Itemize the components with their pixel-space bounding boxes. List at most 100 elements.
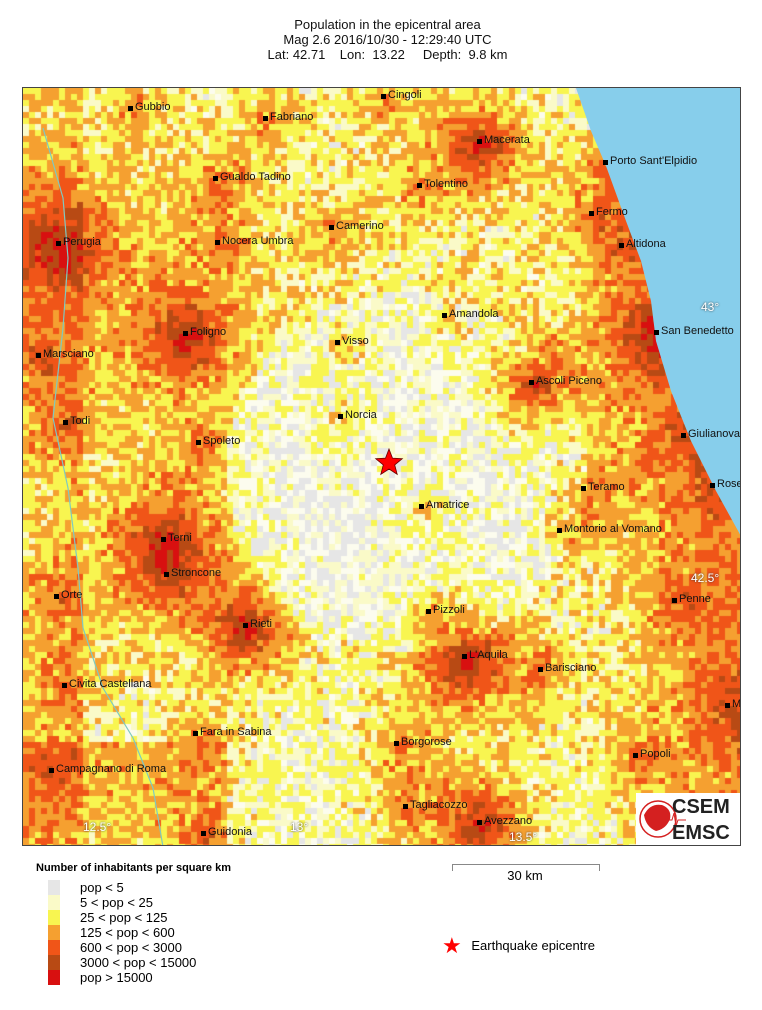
city-label: Amatrice xyxy=(419,499,469,511)
city-marker-icon xyxy=(49,768,54,773)
city-marker-icon xyxy=(213,176,218,181)
city-name: Camerino xyxy=(336,220,384,232)
graticule-label: 12.5° xyxy=(83,820,112,834)
city-name: Norcia xyxy=(345,409,377,421)
city-name: Altidona xyxy=(626,238,666,250)
legend-swatch xyxy=(48,880,60,895)
legend-swatch xyxy=(48,895,60,910)
city-marker-icon xyxy=(394,741,399,746)
city-name: Perugia xyxy=(63,236,101,248)
city-label: Todi xyxy=(63,415,90,427)
city-marker-icon xyxy=(338,414,343,419)
city-label: Foligno xyxy=(183,326,226,338)
legend-swatch xyxy=(48,970,60,985)
city-name: Rieti xyxy=(250,618,273,630)
city-label: Perugia xyxy=(56,236,101,248)
city-label: Ma xyxy=(725,698,740,710)
city-label: Camerino xyxy=(329,220,384,232)
city-name: Foligno xyxy=(190,326,227,338)
city-label: Teramo xyxy=(581,481,625,493)
city-marker-icon xyxy=(56,241,61,246)
city-name: Pizzoli xyxy=(433,604,465,616)
city-name: Spoleto xyxy=(203,435,241,447)
city-marker-icon xyxy=(36,353,41,358)
city-label: Cingoli xyxy=(381,89,422,101)
city-marker-icon xyxy=(263,116,268,121)
city-name: Guidonia xyxy=(208,826,253,838)
city-marker-icon xyxy=(477,820,482,825)
city-marker-icon xyxy=(442,313,447,318)
city-label: Pizzoli xyxy=(426,604,465,616)
city-label: Fara in Sabina xyxy=(193,726,272,738)
city-marker-icon xyxy=(161,537,166,542)
city-name: Montorio al Vomano xyxy=(564,523,662,535)
city-name: Tagliacozzo xyxy=(410,799,468,811)
city-marker-icon xyxy=(538,667,543,672)
city-label: Tolentino xyxy=(417,178,468,190)
legend-swatch xyxy=(48,940,60,955)
city-marker-icon xyxy=(557,528,562,533)
city-marker-icon xyxy=(725,703,730,708)
city-label: Spoleto xyxy=(196,435,240,447)
epicentre-legend-label: Earthquake epicentre xyxy=(471,938,595,953)
svg-text:CSEM: CSEM xyxy=(672,796,730,818)
epicentre-star-icon xyxy=(374,447,404,476)
city-label: Rieti xyxy=(243,618,272,630)
city-name: Fermo xyxy=(596,206,628,218)
city-marker-icon xyxy=(329,225,334,230)
city-name: Todi xyxy=(70,415,91,427)
city-label: L'Aquila xyxy=(462,649,508,661)
graticule-label: 42.5° xyxy=(691,571,720,585)
city-label: Rose xyxy=(710,478,740,490)
city-marker-icon xyxy=(183,331,188,336)
city-marker-icon xyxy=(462,654,467,659)
city-marker-icon xyxy=(62,683,67,688)
river xyxy=(42,127,164,845)
city-label: Gubbio xyxy=(128,101,170,113)
svg-text:EMSC: EMSC xyxy=(672,822,730,844)
population-map: Gubbio Fabriano Cingoli Macerata Porto Sant'… xyxy=(22,87,741,846)
city-label: Ascoli Piceno xyxy=(529,375,602,387)
city-label: Guidonia xyxy=(201,826,252,838)
city-marker-icon xyxy=(633,753,638,758)
city-marker-icon xyxy=(681,433,686,438)
city-label: Porto Sant'Elpidio xyxy=(603,155,697,167)
city-marker-icon xyxy=(589,211,594,216)
city-label: Fermo xyxy=(589,206,628,218)
city-label: Avezzano xyxy=(477,815,532,827)
city-marker-icon xyxy=(619,243,624,248)
city-marker-icon xyxy=(335,340,340,345)
city-name: Fara in Sabina xyxy=(200,726,272,738)
city-name: Popoli xyxy=(640,748,671,760)
legend-label: pop < 5 xyxy=(80,880,124,895)
legend-title: Number of inhabitants per square km xyxy=(36,862,231,874)
city-name: Stroncone xyxy=(171,567,222,579)
city-label: Montorio al Vomano xyxy=(557,523,662,535)
city-label: Penne xyxy=(672,593,711,605)
city-marker-icon xyxy=(419,504,424,509)
city-name: San Benedetto xyxy=(661,325,734,337)
city-name: Avezzano xyxy=(484,815,533,827)
population-density-raster xyxy=(23,88,740,845)
city-marker-icon xyxy=(477,139,482,144)
city-marker-icon xyxy=(243,623,248,628)
city-marker-icon xyxy=(710,483,715,488)
city-name: Cingoli xyxy=(388,89,422,101)
city-label: Civita Castellana xyxy=(62,678,152,690)
adriatic-sea xyxy=(576,88,740,535)
city-marker-icon xyxy=(417,183,422,188)
city-name: Giulianova xyxy=(688,428,740,440)
legend-label: pop > 15000 xyxy=(80,970,153,985)
legend-label: 5 < pop < 25 xyxy=(80,895,154,910)
city-name: Macerata xyxy=(484,134,530,146)
city-marker-icon xyxy=(581,486,586,491)
city-name: Tolentino xyxy=(424,178,469,190)
city-name: Amatrice xyxy=(426,499,470,511)
graticule-label: 13.5° xyxy=(509,830,538,844)
city-name: Visso xyxy=(342,335,369,347)
city-name: Penne xyxy=(679,593,711,605)
city-label: Visso xyxy=(335,335,369,347)
city-label: Terni xyxy=(161,532,192,544)
city-name: L'Aquila xyxy=(469,649,508,661)
city-label: Macerata xyxy=(477,134,530,146)
